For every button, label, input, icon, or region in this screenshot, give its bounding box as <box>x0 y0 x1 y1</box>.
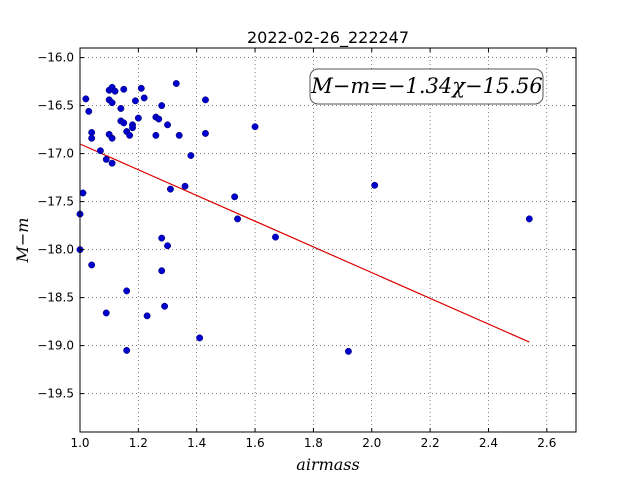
data-point <box>88 261 96 269</box>
data-point <box>187 152 195 159</box>
data-point <box>525 215 533 223</box>
data-point <box>158 234 166 242</box>
data-point <box>272 233 279 241</box>
x-tick-label: 1.8 <box>304 436 323 450</box>
data-point <box>137 84 145 92</box>
x-tick-label: 2.6 <box>537 436 556 450</box>
data-point <box>102 309 110 317</box>
data-point <box>140 94 148 102</box>
x-tick-label: 2.4 <box>479 436 498 450</box>
y-tick-label: −17.0 <box>37 147 74 161</box>
x-tick-label: 1.0 <box>70 436 89 450</box>
data-point <box>202 96 209 104</box>
data-point <box>234 215 242 223</box>
plot-frame <box>79 47 577 433</box>
x-tick-labels: 1.0 1.2 1.4 1.6 1.8 2.0 2.2 2.4 2.6 <box>70 436 556 450</box>
x-tick-label: 2.2 <box>421 436 440 450</box>
y-tick-label: −16.5 <box>37 99 74 113</box>
data-point <box>111 87 119 95</box>
data-point <box>123 346 131 354</box>
data-point <box>155 115 163 123</box>
data-point <box>120 119 128 127</box>
chart-title: 2022-02-26_222247 <box>247 28 409 48</box>
data-point <box>158 267 166 275</box>
data-point <box>79 189 87 197</box>
data-point <box>85 107 93 115</box>
data-point <box>175 131 183 139</box>
data-point <box>196 334 204 342</box>
fit-annotation: M−m=−1.34χ−15.56 <box>309 68 544 105</box>
data-points <box>76 80 533 355</box>
data-point <box>344 347 352 355</box>
y-tick-label: −17.5 <box>37 195 74 209</box>
data-point <box>231 193 239 201</box>
axis-ticks <box>79 48 576 432</box>
y-tick-labels: −16.0 −16.5 −17.0 −17.5 −18.0 −18.5 −19.0 −19.5 <box>37 51 74 401</box>
grid-lines <box>79 48 576 432</box>
x-tick-label: 1.4 <box>187 436 206 450</box>
data-point <box>129 124 136 132</box>
data-point <box>143 312 151 320</box>
data-point <box>123 287 131 295</box>
data-point <box>102 155 110 163</box>
data-point <box>172 80 180 87</box>
data-point <box>108 134 116 142</box>
data-point <box>251 123 259 131</box>
annotation-box <box>309 68 544 105</box>
y-axis-label: M−m <box>13 218 32 264</box>
data-point <box>108 99 116 107</box>
data-point <box>88 129 96 136</box>
y-tick-label: −18.0 <box>37 243 74 257</box>
data-point <box>88 134 96 142</box>
data-point <box>166 185 174 193</box>
data-point <box>108 159 116 167</box>
data-point <box>134 114 142 122</box>
y-tick-label: −16.0 <box>37 51 74 65</box>
x-axis-label: airmass <box>296 455 359 474</box>
data-point <box>158 102 166 110</box>
y-tick-label: −19.0 <box>37 339 74 353</box>
data-point <box>164 242 171 250</box>
data-point <box>126 131 134 139</box>
data-point <box>164 121 171 129</box>
data-point <box>120 85 128 93</box>
data-point <box>181 182 189 190</box>
data-point <box>161 302 169 310</box>
fit-line <box>79 143 530 343</box>
y-tick-label: −18.5 <box>37 291 74 305</box>
data-point <box>202 129 209 137</box>
x-tick-label: 2.0 <box>362 436 381 450</box>
data-point <box>371 181 379 189</box>
x-tick-label: 1.6 <box>246 436 265 450</box>
data-point <box>131 97 139 105</box>
data-point <box>82 95 90 103</box>
data-point <box>117 105 125 112</box>
annotation-text: M−m=−1.34χ−15.56 <box>310 74 542 98</box>
data-point <box>96 147 104 155</box>
x-tick-label: 1.2 <box>129 436 148 450</box>
y-tick-label: −19.5 <box>37 387 74 401</box>
data-point <box>152 131 160 139</box>
